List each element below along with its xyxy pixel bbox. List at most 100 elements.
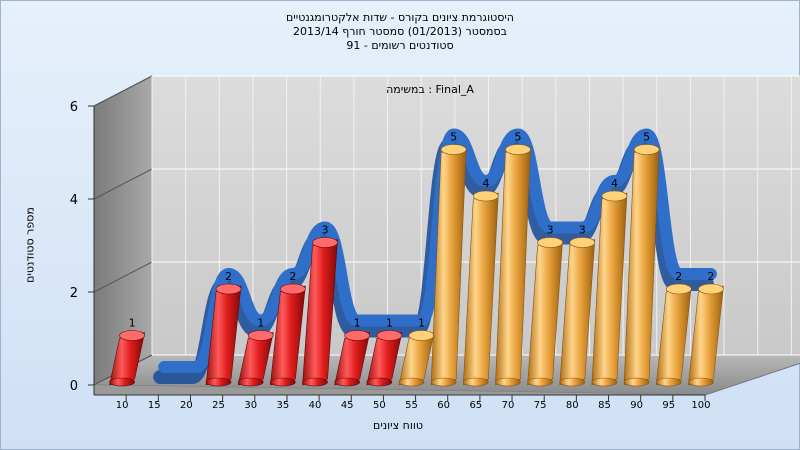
bar-top: [215, 283, 242, 295]
x-tick-label: 45: [341, 400, 354, 411]
bar: [527, 237, 564, 387]
bar: [398, 330, 435, 387]
bar-top: [280, 283, 306, 295]
bar-base: [302, 377, 328, 387]
x-axis-title: טווח ציונים: [373, 419, 423, 432]
bar-value-label: 3: [579, 224, 586, 237]
bar-value-label: 2: [707, 270, 714, 283]
chart-subtitle-2: סטודנטים רשומים - 91: [346, 39, 454, 52]
x-tick-label: 100: [691, 400, 710, 411]
y-tick-label: 6: [70, 100, 78, 115]
bar: [591, 190, 628, 387]
x-tick-label: 85: [598, 400, 611, 411]
bar-top: [312, 237, 338, 248]
bar-base: [109, 377, 135, 387]
bar-top: [505, 144, 531, 155]
bar-base: [366, 377, 393, 387]
bar: [462, 190, 499, 387]
bar-base: [527, 377, 553, 387]
x-tick-label: 40: [309, 400, 322, 411]
bar-value-label: 1: [129, 317, 136, 330]
bar-top: [119, 330, 145, 341]
bar: [430, 144, 467, 387]
x-tick-label: 75: [534, 400, 547, 411]
y-tick-label: 2: [70, 286, 78, 301]
bar-value-label: 5: [643, 131, 650, 144]
x-tick-label: 10: [116, 400, 129, 411]
bar-top: [344, 330, 371, 341]
gridline-left: [93, 261, 153, 293]
annotation-label: במשימה : Final_A: [386, 83, 474, 96]
bar-base: [205, 377, 232, 387]
bar: [559, 237, 596, 387]
bar-base: [430, 377, 457, 387]
bar-top: [376, 330, 403, 341]
bar-top: [633, 144, 660, 155]
bar-value-label: 1: [257, 317, 264, 330]
bar-base: [559, 377, 586, 387]
x-tick-label: 30: [244, 400, 257, 411]
bar-base: [655, 377, 682, 387]
bar-top: [408, 330, 435, 341]
x-tick-label: 60: [437, 400, 450, 411]
bar-value-label: 4: [611, 177, 618, 190]
x-tick-label: 70: [502, 400, 515, 411]
bar-value-label: 1: [354, 317, 361, 330]
bar: [495, 144, 531, 387]
bar-top: [472, 190, 499, 202]
bar-base: [495, 377, 521, 387]
x-tick-label: 25: [212, 400, 225, 411]
bar-value-label: 2: [225, 270, 232, 283]
bar-base: [237, 377, 264, 387]
bar-base: [623, 377, 650, 387]
floor-edge: [94, 385, 705, 395]
x-tick-label: 95: [662, 400, 675, 411]
bar-top: [537, 237, 563, 248]
bar-base: [462, 377, 489, 387]
bar: [334, 330, 371, 387]
x-tick-label: 80: [566, 400, 579, 411]
bar-base: [398, 377, 425, 387]
bar-top: [440, 144, 467, 155]
x-tick-label: 90: [630, 400, 643, 411]
bar-top: [601, 190, 628, 202]
bar-value-label: 2: [675, 270, 682, 283]
bar: [655, 283, 692, 387]
bar-value-label: 5: [450, 131, 457, 144]
y-axis-title: מספר סטודנטים: [23, 207, 37, 283]
bar-top: [665, 283, 692, 295]
y-tick-label: 4: [70, 193, 78, 208]
gridline-left: [93, 168, 153, 200]
x-tick-label: 50: [373, 400, 386, 411]
x-tick-label: 35: [277, 400, 290, 411]
bar: [688, 283, 724, 387]
bar: [109, 330, 146, 387]
gridline-left: [93, 75, 153, 107]
bar-top: [247, 330, 274, 341]
bar-value-label: 5: [514, 131, 521, 144]
bar-top: [569, 237, 596, 248]
bar-base: [334, 377, 361, 387]
bar: [623, 144, 660, 387]
bar-value-label: 2: [289, 270, 296, 283]
bar-value-label: 4: [482, 177, 489, 190]
bar: [269, 283, 306, 387]
bar-value-label: 3: [322, 224, 329, 237]
bar-value-label: 1: [418, 317, 425, 330]
chart-title: היסטוגרמת ציונים בקורס - שדות אלקטרומגנט…: [286, 11, 514, 24]
x-tick-label: 65: [469, 400, 482, 411]
bar-value-label: 1: [386, 317, 393, 330]
bar-value-label: 3: [547, 224, 554, 237]
y-tick-label: 0: [70, 379, 78, 394]
bar: [302, 237, 338, 387]
bar-base: [270, 377, 296, 387]
x-tick-label: 15: [148, 400, 161, 411]
bar-top: [698, 283, 724, 295]
bar: [205, 283, 242, 387]
x-tick-label: 55: [405, 400, 418, 411]
bar-base: [688, 377, 714, 387]
bar: [237, 330, 274, 387]
chart-subtitle: בסמסטר (01/2013) סמסטר חורף 2013/14: [293, 25, 507, 38]
x-tick-label: 20: [180, 400, 193, 411]
